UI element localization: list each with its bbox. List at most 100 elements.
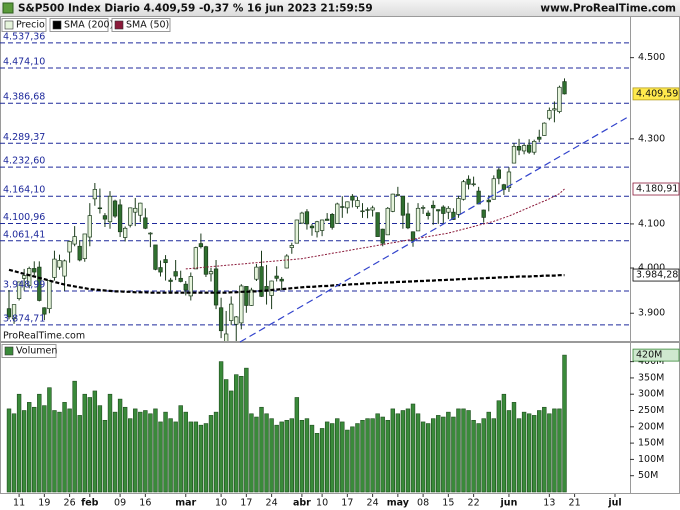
x-tick-label: 24: [266, 498, 278, 509]
value-box: [632, 87, 680, 101]
candle-body: [365, 209, 370, 211]
candle-body: [213, 268, 219, 306]
candle-body: [471, 183, 476, 186]
legend-label: SMA (50): [126, 20, 169, 31]
candle-body: [67, 241, 72, 253]
volume-bar: [476, 423, 481, 493]
candle-body: [27, 268, 32, 286]
volume-bar: [148, 413, 153, 493]
volume-bar: [259, 406, 264, 493]
legend-swatch: [52, 20, 62, 30]
x-tick-label: abr: [293, 498, 311, 509]
price-plot: [0, 42, 630, 341]
volume-bar: [461, 408, 466, 493]
volume-bar: [345, 429, 350, 493]
volume-bar: [133, 408, 138, 493]
volume-bar: [562, 354, 567, 493]
candle-body: [319, 219, 325, 231]
y-tick-label: 350M: [638, 372, 664, 383]
candle-body: [284, 255, 289, 269]
candle-body: [239, 285, 244, 324]
volume-bar: [430, 418, 436, 493]
volume-bar: [223, 379, 229, 493]
volume-bar: [213, 411, 219, 493]
volume-bar: [542, 406, 547, 493]
x-tick-label: 13: [543, 498, 555, 509]
candle-body: [62, 260, 67, 277]
price-panel: [0, 16, 680, 342]
candle-body: [133, 207, 138, 213]
volume-bar: [299, 419, 305, 493]
volume-bar: [319, 428, 325, 493]
volume-bar: [183, 411, 188, 493]
volume-bar: [496, 400, 502, 493]
candle-body: [117, 204, 123, 233]
volume-bar: [456, 408, 461, 493]
value-box: [632, 348, 680, 362]
candle-body: [299, 212, 305, 224]
volume-bar: [436, 415, 441, 493]
volume-bar: [425, 423, 431, 493]
candle-body: [380, 228, 385, 244]
volume-bar: [208, 415, 214, 493]
level-label: 4.232,60: [3, 156, 45, 167]
candle-body: [208, 271, 214, 275]
volume-bar: [410, 403, 416, 493]
volume-bar: [506, 410, 512, 493]
x-tick-label: 10: [316, 498, 328, 509]
x-tick-label: 21: [569, 498, 581, 509]
candle-body: [158, 267, 163, 273]
candle-body: [395, 194, 400, 196]
volume-bar: [72, 380, 77, 493]
volume-bar: [451, 416, 456, 493]
x-tick-label: 10: [215, 498, 227, 509]
trend-line: [239, 116, 629, 343]
x-tick-label: may: [387, 498, 410, 509]
y-tick-label: 300M: [638, 389, 664, 400]
volume-bar: [77, 415, 82, 493]
volume-bar: [37, 393, 42, 493]
candle-body: [107, 195, 113, 223]
volume-bar: [501, 393, 507, 493]
volume-bar: [526, 413, 532, 493]
legend-swatch: [4, 20, 14, 30]
value-label: 4.180,91: [636, 184, 678, 195]
legend-swatch: [114, 20, 124, 30]
candle-body: [309, 225, 315, 229]
candle-body: [234, 316, 239, 325]
volume-bar: [420, 421, 426, 493]
candle-body: [516, 145, 522, 151]
x-tick-label: 16: [139, 498, 151, 509]
sma-line: [185, 188, 565, 270]
volume-bar: [6, 408, 12, 493]
y-tick-label: 250M: [638, 405, 664, 416]
candle-body: [52, 258, 57, 278]
volume-bar: [67, 408, 72, 493]
volume-panel: [0, 342, 680, 494]
volume-bar: [112, 411, 118, 493]
watermark: ProRealTime.com: [3, 331, 85, 342]
candle-body: [461, 181, 466, 200]
volume-bar: [87, 397, 93, 493]
volume-bar: [350, 426, 355, 493]
value-label: 420M: [636, 350, 662, 361]
candle-body: [304, 211, 310, 225]
volume-bar: [11, 413, 17, 493]
candle-body: [446, 207, 451, 213]
candle-body: [128, 207, 133, 226]
level-label: 3.874,71: [3, 313, 45, 324]
volume-bar: [143, 410, 148, 493]
candle-body: [97, 207, 103, 210]
volume-bar: [405, 408, 411, 493]
candle-body: [431, 204, 436, 209]
candle-body: [16, 281, 22, 299]
level-label: 4.100,96: [3, 212, 45, 223]
candle-body: [542, 122, 547, 136]
candle-body: [345, 201, 350, 209]
volume-bar: [173, 421, 178, 493]
volume-bar: [557, 408, 562, 493]
volume-bar: [481, 418, 486, 493]
candle-body: [47, 280, 52, 310]
candle-body: [456, 198, 461, 215]
